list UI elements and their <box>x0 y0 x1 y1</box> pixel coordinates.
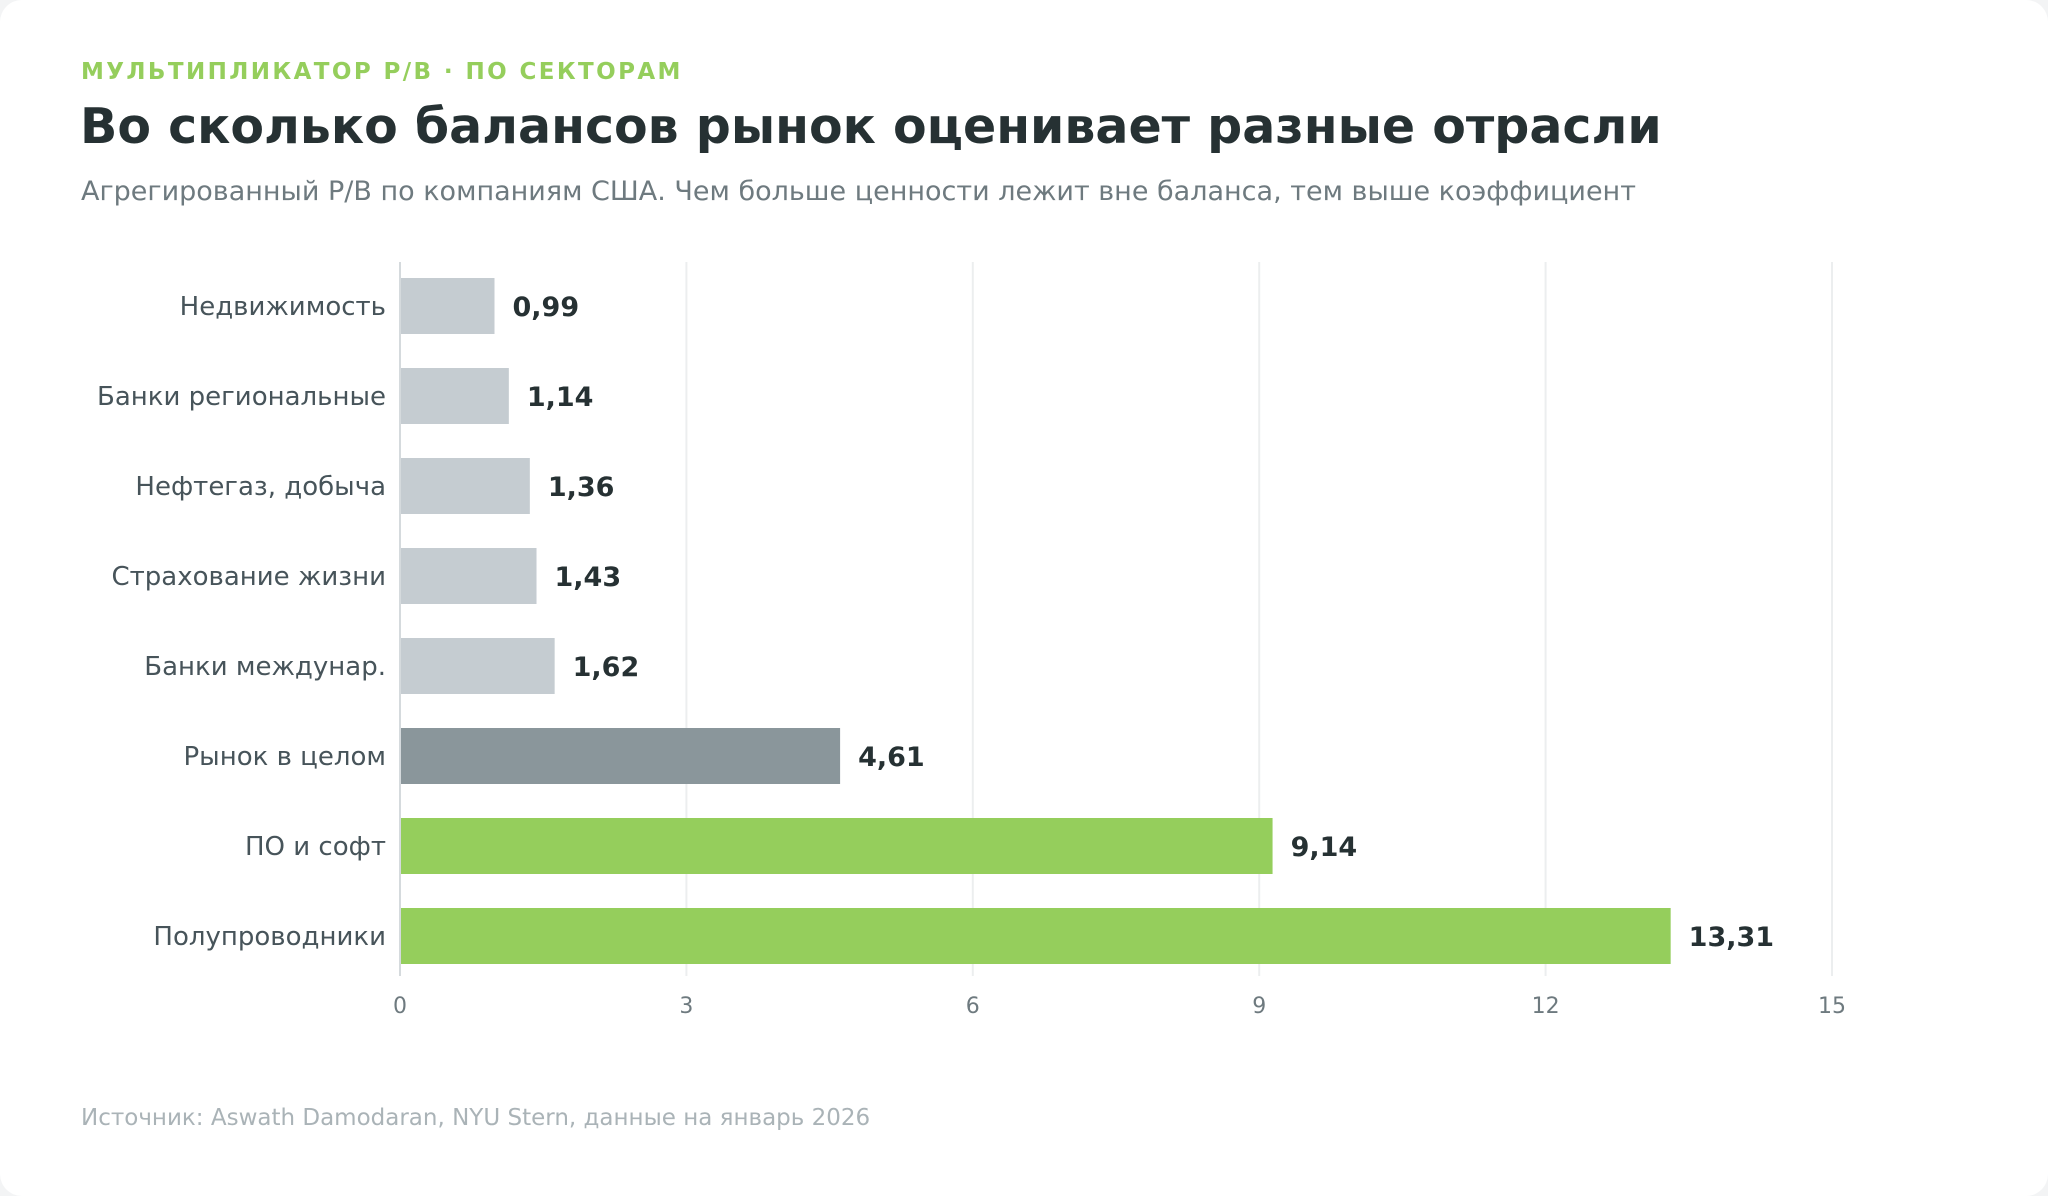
source-note: Источник: Aswath Damodaran, NYU Stern, д… <box>81 1105 871 1131</box>
category-label: Банки региональные <box>97 382 386 412</box>
category-label: ПО и софт <box>245 832 386 862</box>
chart-title: Во сколько балансов рынок оценивает разн… <box>80 98 1662 155</box>
x-tick-label: 3 <box>679 994 693 1019</box>
value-label: 1,43 <box>555 562 622 593</box>
bar <box>400 458 530 514</box>
category-label: Нефтегаз, добыча <box>135 472 386 502</box>
category-label: Полупроводники <box>153 922 386 952</box>
bar <box>400 548 537 604</box>
bar <box>400 908 1671 964</box>
category-label: Рынок в целом <box>183 742 386 772</box>
value-label: 1,62 <box>573 652 640 683</box>
bar <box>400 728 841 784</box>
category-label: Недвижимость <box>180 292 386 322</box>
x-tick-label: 9 <box>1252 994 1266 1019</box>
value-label: 9,14 <box>1291 832 1358 863</box>
x-tick-label: 12 <box>1532 994 1560 1019</box>
bar <box>400 278 495 334</box>
value-label: 4,61 <box>858 742 925 773</box>
value-label: 0,99 <box>513 292 580 323</box>
bar <box>400 368 509 424</box>
x-tick-label: 6 <box>966 994 980 1019</box>
category-label: Банки междунар. <box>144 652 386 682</box>
category-label: Страхование жизни <box>112 562 387 592</box>
x-tick-label: 15 <box>1818 994 1846 1019</box>
value-label: 1,36 <box>548 472 615 503</box>
bar <box>400 638 555 694</box>
chart-eyebrow: МУЛЬТИПЛИКАТОР P/B · ПО СЕКТОРАМ <box>81 59 683 85</box>
x-tick-label: 0 <box>393 994 407 1019</box>
value-label: 1,14 <box>527 382 594 413</box>
bar-chart: Недвижимость 0,99 Банки региональные 1,14 Не… <box>97 262 1846 1019</box>
chart-subtitle: Агрегированный P/B по компаниям США. Чем… <box>81 176 1636 207</box>
value-label: 13,31 <box>1689 922 1774 953</box>
bar <box>400 818 1273 874</box>
